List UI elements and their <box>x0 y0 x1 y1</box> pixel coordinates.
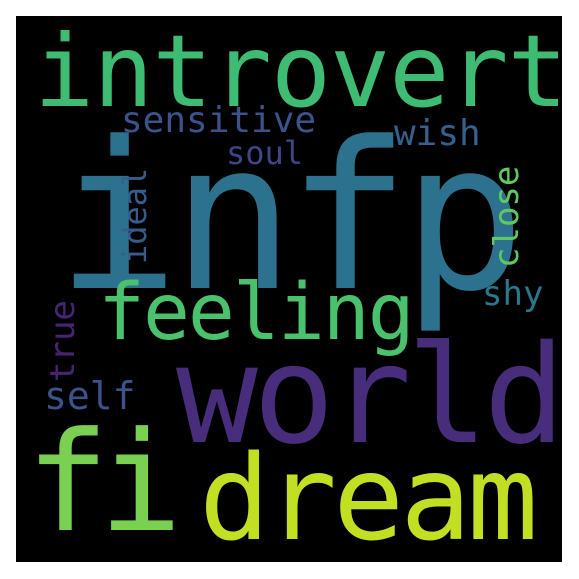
word-feeling: feeling <box>98 268 415 358</box>
word-infp: infp <box>56 99 526 337</box>
word-wish: wish <box>394 113 481 154</box>
word-self: self <box>44 374 136 418</box>
word-ideal: ideal <box>116 167 154 264</box>
word-sensitive: sensitive <box>121 100 317 141</box>
word-true: true <box>43 300 83 382</box>
word-introvert: introvert <box>34 16 562 130</box>
word-fi: fi <box>26 402 182 562</box>
word-world: world <box>176 317 562 475</box>
word-cloud-canvas: introvert infp sensitive soul wish ideal… <box>16 16 562 562</box>
word-shy: shy <box>482 274 544 314</box>
word-close: close <box>487 165 527 268</box>
word-soul: soul <box>226 134 304 172</box>
word-dream: dream <box>199 429 538 562</box>
